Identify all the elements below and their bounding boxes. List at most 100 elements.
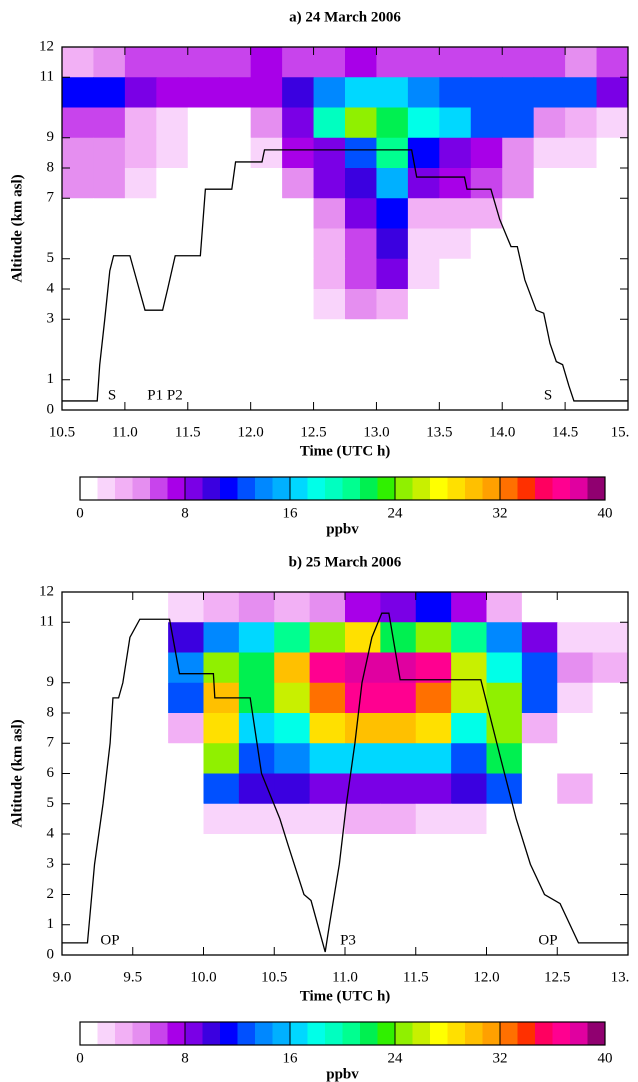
- heat-cell: [238, 652, 275, 684]
- colorbar-swatch: [97, 1022, 116, 1045]
- flight-track: [62, 612, 628, 953]
- heat-cell: [345, 349, 377, 381]
- heat-cell: [97, 713, 134, 744]
- heat-cell: [407, 349, 440, 381]
- heat-cell: [345, 592, 381, 623]
- heat-cell: [97, 773, 134, 805]
- heat-cell: [415, 592, 452, 623]
- colorbar-tick-label: 32: [493, 1050, 508, 1066]
- heat-cell: [62, 77, 94, 108]
- heat-cell: [565, 258, 598, 290]
- colorbar-tick-label: 16: [283, 1050, 299, 1066]
- heat-cell: [97, 864, 134, 895]
- heat-cell: [345, 168, 377, 199]
- colorbar-swatch: [570, 477, 588, 500]
- heat-cell: [380, 682, 417, 714]
- heat-cell: [62, 773, 98, 805]
- heat-cell: [93, 137, 126, 169]
- heat-cell: [376, 198, 409, 229]
- plot-frame: [61, 46, 629, 411]
- colorbar-swatch: [430, 477, 448, 500]
- colorbar-swatch: [290, 477, 308, 500]
- x-tick-label: 12.0: [238, 424, 264, 440]
- heat-cell: [376, 77, 409, 108]
- heat-cell: [415, 773, 452, 805]
- heat-cell: [486, 834, 523, 865]
- heat-cell: [93, 198, 126, 229]
- heat-cell: [415, 743, 452, 774]
- heat-cell: [533, 77, 566, 108]
- colorbar-tick-label: 16: [283, 505, 299, 521]
- heat-cell: [156, 289, 189, 320]
- heat-cell: [596, 379, 629, 411]
- heat-cell: [407, 47, 440, 78]
- heat-cell: [168, 894, 204, 926]
- heat-cell: [309, 803, 346, 835]
- x-axis-label: Time (UTC h): [300, 988, 391, 1004]
- heat-cell: [250, 77, 283, 108]
- colorbar-swatch: [185, 1022, 203, 1045]
- heat-cell: [521, 652, 558, 684]
- heat-cell: [521, 773, 558, 805]
- heat-cell: [533, 137, 566, 169]
- heat-cell: [124, 168, 157, 199]
- colorbar-swatch: [115, 1022, 133, 1045]
- heat-cell: [93, 168, 126, 199]
- heat-cell: [250, 349, 283, 381]
- y-tick-label: 0: [47, 401, 55, 417]
- heat-cell: [565, 107, 598, 139]
- heat-cell: [250, 258, 283, 290]
- colorbar-swatch: [307, 1022, 326, 1045]
- colorbar-swatch: [412, 477, 431, 500]
- heat-cell: [502, 77, 535, 108]
- heat-cell: [187, 47, 220, 78]
- y-tick-label: 3: [47, 856, 55, 872]
- colorbar-tick-label: 0: [76, 505, 84, 521]
- colorbar-swatch: [115, 477, 133, 500]
- colorbar-swatch: [587, 477, 606, 500]
- heat-cell: [282, 319, 315, 350]
- heat-cell: [592, 592, 629, 623]
- heat-cell: [376, 47, 409, 78]
- heat-cell: [345, 682, 381, 714]
- heat-cell: [533, 379, 566, 411]
- heat-cell: [168, 652, 204, 684]
- heat-cell: [203, 864, 240, 895]
- colorbar-swatch: [377, 1022, 396, 1045]
- heat-cell: [203, 592, 240, 623]
- heat-cell: [313, 349, 346, 381]
- heat-cell: [219, 47, 252, 78]
- y-tick-label: 12: [39, 38, 54, 54]
- x-tick-label: 10.5: [261, 969, 287, 985]
- y-tick-label: 1: [47, 371, 55, 387]
- heat-cell: [592, 864, 629, 895]
- colorbar-swatch: [80, 1022, 98, 1045]
- heat-cell: [592, 682, 629, 714]
- heat-cell: [132, 652, 169, 684]
- heat-cell: [282, 77, 315, 108]
- heat-cell: [592, 924, 629, 956]
- heat-cell: [124, 77, 157, 108]
- heat-cell: [93, 289, 126, 320]
- heat-cell: [238, 864, 275, 895]
- heat-cell: [596, 47, 629, 78]
- x-tick-label: 12.5: [544, 969, 570, 985]
- heat-cell: [521, 803, 558, 835]
- heat-cell: [345, 773, 381, 805]
- heat-cell: [345, 864, 381, 895]
- heat-cell: [62, 834, 98, 865]
- colorbar-swatch: [447, 1022, 466, 1045]
- heat-cell: [156, 379, 189, 411]
- x-tick-label: 13.0: [363, 424, 389, 440]
- heat-cell: [124, 228, 157, 260]
- x-tick-label: 12.5: [300, 424, 326, 440]
- heat-cell: [124, 107, 157, 139]
- heat-cell: [451, 622, 487, 653]
- heat-cell: [470, 289, 503, 320]
- heat-cell: [156, 47, 189, 78]
- heat-cell: [451, 864, 487, 895]
- heat-cell: [470, 77, 503, 108]
- heat-cell: [274, 713, 311, 744]
- heat-cell: [565, 168, 598, 199]
- heat-cell: [203, 743, 240, 774]
